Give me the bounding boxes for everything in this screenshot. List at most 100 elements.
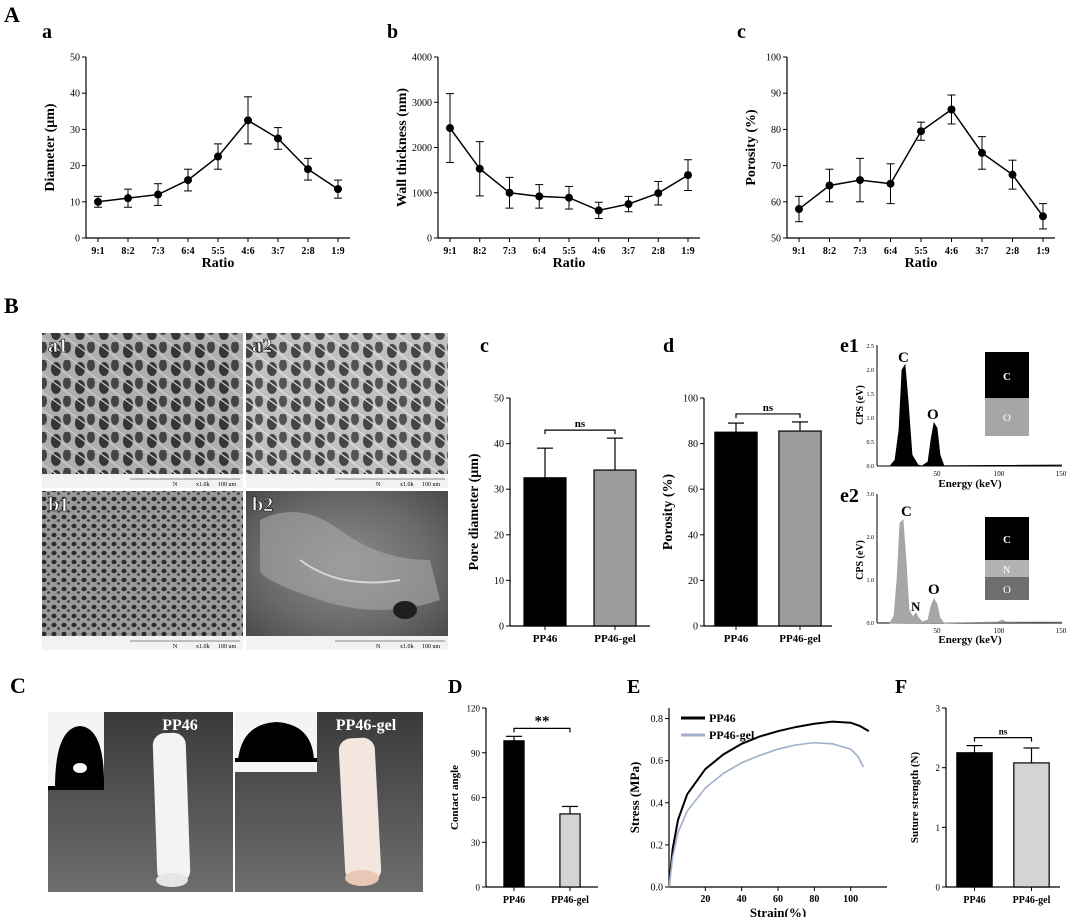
chart-E-xtick-label-0: 20 bbox=[700, 894, 710, 905]
sem-scale-label-a2: N bbox=[376, 482, 381, 488]
eds-e2-label: e2 bbox=[840, 485, 859, 507]
chart-Aa-point-4 bbox=[214, 152, 222, 161]
chart-D-bar-0 bbox=[503, 740, 525, 888]
chart-Ab-xtick-label-6: 3:7 bbox=[622, 246, 635, 257]
scaffold-tube-pp46 bbox=[152, 732, 191, 884]
chart-Aa-ylabel: Diameter (μm) bbox=[43, 103, 58, 191]
eds-e2-ytick-2: 2.0 bbox=[867, 535, 875, 541]
chart-F-significance-label: ns bbox=[999, 727, 1008, 737]
eds-e2-legend-C bbox=[985, 517, 1029, 560]
chart-pore-diameter: 0 10 20 30 40 50 PP46 PP46-gel ns Pore diameter (… bbox=[467, 394, 650, 645]
photo-label-pp46: PP46 bbox=[162, 717, 198, 734]
chart-Ac-xtick-label-6: 3:7 bbox=[975, 246, 988, 257]
chart-Aa-ytick-label-1: 10 bbox=[70, 197, 80, 208]
eds-e2-xtick-1: 100 bbox=[994, 627, 1005, 635]
chart-Ac-ylabel: Porosity (%) bbox=[744, 109, 759, 186]
eds-e2-xtick-0: 50 bbox=[934, 627, 942, 635]
chart-Aa-xtick-label-8: 1:9 bbox=[331, 246, 344, 257]
chart-Ab-xtick-label-8: 1:9 bbox=[681, 246, 694, 257]
chart-Ac-point-5 bbox=[947, 105, 956, 114]
chart-Bd-ytick-label-1: 20 bbox=[688, 576, 698, 587]
eds-e1-ytick-1: 0.5 bbox=[867, 440, 875, 446]
chart-E-xlabel: Strain(%) bbox=[750, 905, 806, 917]
chart-Ab-xtick-label-3: 6:4 bbox=[533, 246, 546, 257]
sem-mag-a1: x1.0k bbox=[196, 482, 210, 488]
chart-Ac-xtick-label-8: 1:9 bbox=[1036, 246, 1049, 257]
chart-Aa-point-1 bbox=[124, 194, 132, 203]
chart-E-ytick-label-3: 0.6 bbox=[651, 756, 664, 767]
chart-Bc-ylabel: Pore diameter (μm) bbox=[467, 453, 482, 570]
chart-Aa-xlabel: Ratio bbox=[202, 256, 235, 271]
chart-Ab-xtick-label-7: 2:8 bbox=[652, 246, 665, 257]
chart-E-ytick-label-2: 0.4 bbox=[651, 798, 664, 809]
chart-Ab-point-5 bbox=[594, 206, 603, 215]
chart-Ab-point-7 bbox=[654, 189, 663, 198]
chart-E-ylabel: Stress (MPa) bbox=[627, 762, 642, 834]
sem-scale-label-b2: N bbox=[376, 644, 381, 650]
sem-scalebar-b1: 100 um bbox=[218, 644, 237, 650]
chart-D-ytick-label-2: 60 bbox=[471, 793, 481, 803]
eds-e1-xlabel: Energy (keV) bbox=[938, 478, 1002, 490]
chart-Aa-point-7 bbox=[304, 165, 312, 174]
chart-D-significance-bracket bbox=[513, 727, 571, 733]
chart-Bd-bar-1 bbox=[778, 430, 822, 627]
sem-label-b1: b1 bbox=[48, 494, 69, 516]
chart-F-xtick-label-1: PP46-gel bbox=[1013, 895, 1051, 906]
chart-Bd-ylabel: Porosity (%) bbox=[661, 473, 676, 550]
chart-F-ytick-label-0: 0 bbox=[936, 883, 941, 893]
eds-e1-label: e1 bbox=[840, 335, 859, 357]
chart-Aa-point-0 bbox=[94, 197, 102, 206]
chart-Ac-point-1 bbox=[825, 181, 834, 190]
sem-scalebar-a1: 100 um bbox=[218, 482, 237, 488]
chart-F-significance-bracket bbox=[973, 736, 1033, 742]
eds-e2-peak-N: N bbox=[911, 599, 921, 614]
chart-Aa-xtick-label-7: 2:8 bbox=[301, 246, 314, 257]
chart-Ac-point-0 bbox=[795, 205, 803, 214]
eds-e1-ytick-3: 1.5 bbox=[867, 392, 875, 398]
sem-image-a1: N x1.0k 100 um a1 bbox=[42, 333, 243, 488]
chart-Aa-xtick-label-1: 8:2 bbox=[121, 246, 134, 257]
eds-e1-legend-C-text: C bbox=[1003, 371, 1011, 383]
chart-diameter: 0 10 20 30 40 50 9:1 8:2 7:3 6:4 5:5 4:6 3:7 2:8 1:9 Ra… bbox=[43, 53, 350, 271]
chart-Ab-ytick-label-3: 3000 bbox=[412, 98, 432, 109]
chart-D-bar-1 bbox=[559, 813, 581, 888]
eds-e1-ytick-4: 2.0 bbox=[867, 368, 875, 374]
chart-Bd-bar-0 bbox=[714, 431, 758, 627]
sem-mag-b1: x1.0k bbox=[196, 644, 210, 650]
chart-Ac-ytick-label-0: 50 bbox=[771, 234, 781, 245]
chart-stress-strain: 0.0 0.2 0.4 0.6 0.8 20 40 60 80 100 PP46 PP46-gel St… bbox=[627, 708, 887, 917]
sem-label-b2: b2 bbox=[252, 494, 273, 516]
chart-Ab-xlabel: Ratio bbox=[553, 256, 586, 271]
chart-D-ytick-label-0: 0 bbox=[476, 883, 481, 893]
chart-contact-angle: 0 30 60 90 120 PP46 PP46-gel ** Contact angle bbox=[449, 704, 598, 906]
chart-Ab-point-1 bbox=[475, 164, 484, 173]
chart-Aa-point-2 bbox=[154, 190, 162, 199]
chart-Bd-ytick-label-3: 60 bbox=[688, 485, 698, 496]
chart-F-xtick-label-0: PP46 bbox=[963, 895, 985, 906]
chart-Ab-xtick-label-0: 9:1 bbox=[443, 246, 456, 257]
eds-e2-peak-O: O bbox=[928, 582, 940, 598]
chart-Ac-ytick-label-1: 60 bbox=[771, 197, 781, 208]
chart-D-xtick-label-1: PP46-gel bbox=[551, 895, 589, 906]
chart-Ac-ytick-label-5: 100 bbox=[766, 53, 781, 64]
sem-scale-label-b1: N bbox=[173, 644, 178, 650]
chart-Bd-ytick-label-5: 100 bbox=[683, 394, 698, 405]
eds-e1-peak-O: O bbox=[927, 407, 939, 423]
chart-Bd-ytick-label-2: 40 bbox=[688, 530, 698, 541]
chart-Ab-ytick-label-0: 0 bbox=[427, 234, 432, 245]
chart-Bc-xtick-label-0: PP46 bbox=[533, 633, 558, 645]
chart-Aa-ytick-label-5: 50 bbox=[70, 53, 80, 64]
chart-E-xtick-label-4: 100 bbox=[843, 894, 858, 905]
chart-Ac-ytick-label-4: 90 bbox=[771, 89, 781, 100]
sem-scale-label-a1: N bbox=[173, 482, 178, 488]
eds-e2-legend-N-text: N bbox=[1003, 565, 1010, 576]
chart-Ab-point-4 bbox=[565, 193, 573, 202]
chart-Aa-ytick-label-3: 30 bbox=[70, 125, 80, 136]
chart-E-series-0 bbox=[668, 720, 870, 888]
chart-Ab-ytick-label-1: 1000 bbox=[412, 188, 432, 199]
sub-letter-Bc: c bbox=[480, 335, 489, 357]
eds-e1-xtick-1: 100 bbox=[994, 470, 1005, 478]
photo-pp46: PP46 bbox=[48, 712, 233, 892]
chart-Aa-point-3 bbox=[184, 176, 192, 185]
eds-e1-legend-O bbox=[985, 398, 1029, 436]
